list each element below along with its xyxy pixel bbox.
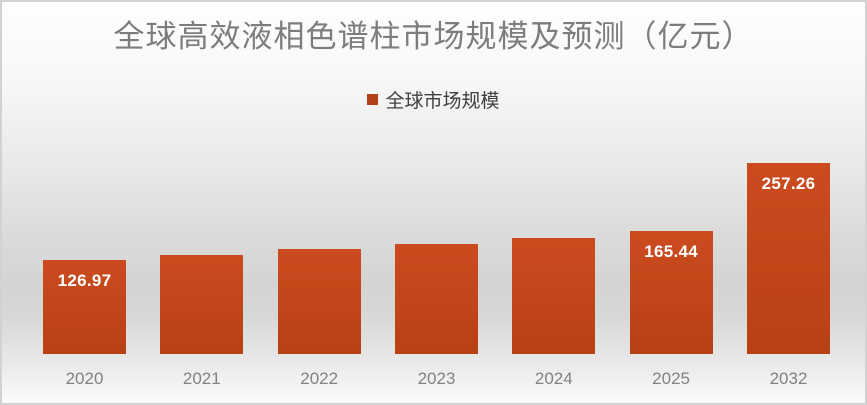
x-axis-label-2025: 2025 bbox=[652, 369, 690, 388]
x-axis-label-2024: 2024 bbox=[534, 369, 573, 388]
bar-2022 bbox=[277, 249, 361, 354]
bar-2023 bbox=[395, 243, 478, 354]
legend-swatch-icon bbox=[367, 94, 379, 105]
bar-2032: 257.26 bbox=[747, 163, 830, 354]
x-axis-label-2023: 2023 bbox=[417, 369, 456, 388]
x-axis-label-2022: 2022 bbox=[300, 369, 339, 388]
plot-area: 126.97 165.44 257.26 bbox=[2, 139, 865, 354]
legend: 全球市场规模 bbox=[2, 86, 865, 113]
bar-2025: 165.44 bbox=[629, 231, 713, 354]
x-axis-label-2020: 2020 bbox=[65, 369, 104, 388]
x-axis: 2020 2021 2022 2023 2024 2025 2032 bbox=[2, 354, 865, 403]
legend-label: 全球市场规模 bbox=[385, 91, 500, 112]
bar-2021 bbox=[160, 254, 244, 354]
bar-2024 bbox=[512, 237, 596, 354]
x-axis-label-2032: 2032 bbox=[769, 369, 808, 388]
bar-2020: 126.97 bbox=[43, 259, 126, 354]
bar-value-label-2025: 165.44 bbox=[644, 242, 698, 262]
chart-title: 全球高效液相色谱柱市场规模及预测（亿元） bbox=[113, 19, 754, 54]
bar-value-label-2032: 257.26 bbox=[761, 174, 816, 193]
bar-value-label-2020: 126.97 bbox=[57, 270, 112, 290]
x-axis-label-2021: 2021 bbox=[182, 369, 221, 388]
